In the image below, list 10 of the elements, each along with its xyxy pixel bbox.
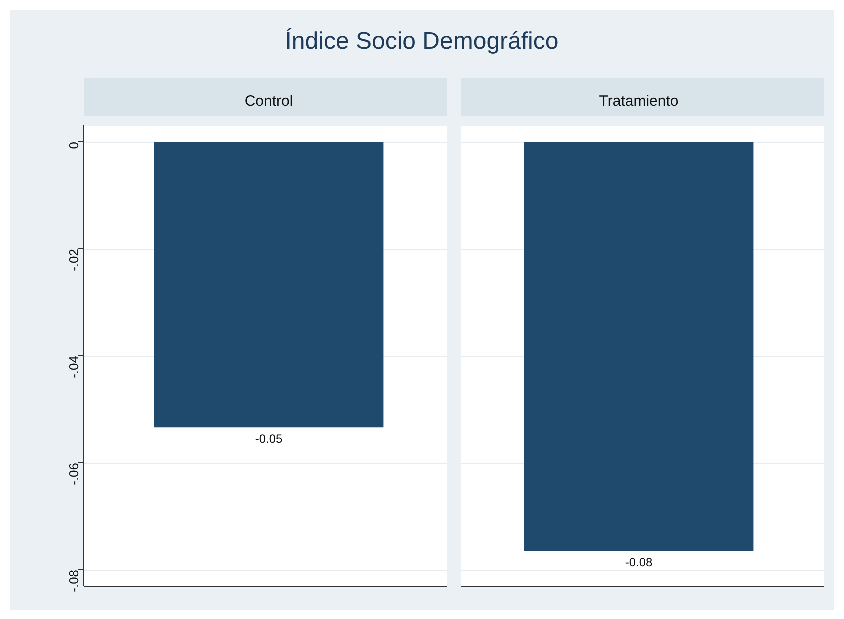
- y-tick-label: -.06: [66, 462, 82, 486]
- data-label: -0.05: [255, 432, 283, 446]
- x-tick-label: Control: [244, 93, 294, 110]
- y-tick-label: 0: [66, 142, 82, 150]
- data-label: -0.08: [625, 556, 653, 570]
- y-tick-label: -.02: [66, 249, 82, 272]
- y-tick-label: -.04: [66, 356, 82, 378]
- x-tick-label: Tratamiento: [599, 93, 679, 110]
- chart-title: Índice Socio Demográfico: [284, 28, 560, 56]
- y-tick-label: -.08: [66, 570, 82, 592]
